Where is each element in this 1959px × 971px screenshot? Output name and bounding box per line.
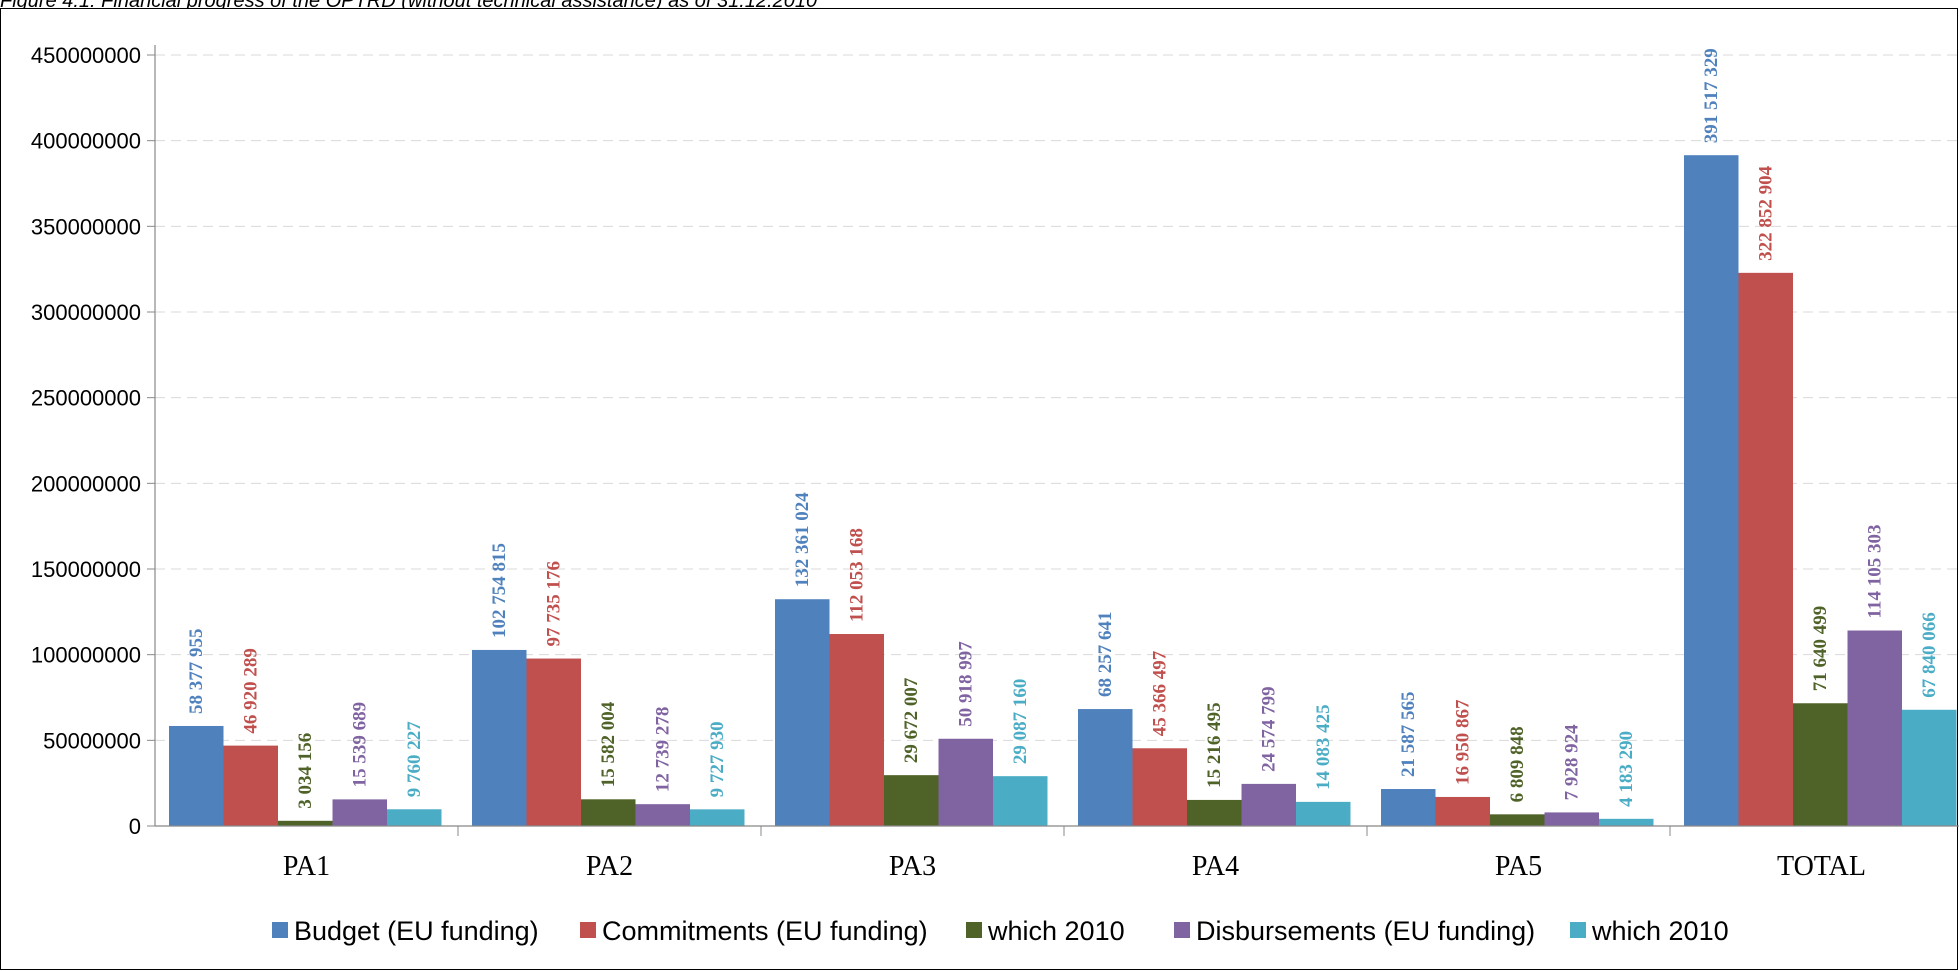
bar [1599,818,1654,826]
y-tick-label: 150000000 [31,557,141,582]
bar [472,649,527,826]
bar [1684,155,1739,826]
data-label: 6 809 848 [1507,726,1528,802]
bar [690,809,745,826]
data-label: 391 517 329 [1701,48,1722,143]
x-tick-label: PA2 [586,851,633,882]
data-label: 16 950 867 [1453,699,1474,785]
bar [938,738,993,826]
data-label: 7 928 924 [1562,724,1583,801]
bar [169,725,224,826]
bar [526,658,581,826]
data-label: 15 216 495 [1204,702,1225,788]
bar [581,799,636,826]
bar [884,775,939,826]
bar [635,804,690,826]
data-label: 71 640 499 [1810,606,1831,692]
data-label: 45 366 497 [1150,650,1171,736]
data-label: 97 735 176 [544,561,565,647]
data-label: 67 840 066 [1919,612,1940,698]
bar [1381,789,1436,826]
bar [1544,812,1599,826]
data-label: 46 920 289 [241,648,262,734]
data-label: 21 587 565 [1398,692,1419,778]
data-label: 14 083 425 [1313,704,1334,790]
y-tick-label: 50000000 [43,728,141,753]
legend-label: which 2010 [1591,916,1729,946]
legend-swatch [1570,922,1586,938]
y-tick-label: 350000000 [31,214,141,239]
legend-swatch [580,922,596,938]
data-label: 58 377 955 [186,628,207,714]
bar [1132,748,1187,826]
bar [993,776,1048,826]
x-tick-label: PA1 [283,851,330,882]
y-tick-label: 300000000 [31,300,141,325]
data-label: 4 183 290 [1616,731,1637,807]
bar [1902,709,1957,826]
data-label: 322 852 904 [1756,165,1777,261]
x-tick-label: PA3 [889,851,936,882]
bar [1793,703,1848,826]
y-tick-label: 450000000 [31,43,141,68]
bar [1187,799,1242,826]
y-tick-label: 250000000 [31,386,141,411]
data-label: 15 582 004 [598,701,619,787]
data-label: 3 034 156 [295,733,316,809]
data-label: 15 539 689 [350,702,371,788]
legend-label: Disbursements (EU funding) [1196,916,1535,946]
bar [223,745,278,826]
bar [387,809,442,826]
data-label: 132 361 024 [792,492,813,588]
data-label: 114 105 303 [1865,525,1886,619]
bar [1490,814,1545,826]
y-tick-label: 200000000 [31,471,141,496]
bar [1078,709,1133,826]
legend-label: Commitments (EU funding) [602,916,928,946]
legend-swatch [272,922,288,938]
legend-swatch [1174,922,1190,938]
legend-swatch [966,922,982,938]
bar [775,599,830,826]
bar [1738,272,1793,827]
data-label: 112 053 168 [847,528,868,622]
data-label: 12 739 278 [653,707,674,793]
data-label: 24 574 799 [1259,686,1280,772]
data-label: 9 727 930 [707,721,728,797]
x-tick-label: TOTAL [1777,851,1866,882]
legend-label: which 2010 [987,916,1125,946]
legend-label: Budget (EU funding) [294,916,539,946]
data-label: 50 918 997 [956,641,977,727]
data-label: 29 672 007 [901,677,922,763]
data-label: 68 257 641 [1095,612,1116,698]
data-label: 9 760 227 [404,721,425,798]
bar [278,820,333,826]
x-tick-label: PA5 [1495,851,1542,882]
x-tick-label: PA4 [1192,851,1239,882]
bar [1435,796,1490,826]
bar [332,799,387,826]
data-label: 29 087 160 [1010,679,1031,765]
y-tick-label: 400000000 [31,129,141,154]
y-tick-label: 100000000 [31,643,141,668]
data-label: 102 754 815 [489,543,510,638]
y-tick-label: 0 [129,814,141,839]
bar [1296,801,1351,826]
bar [1847,630,1902,826]
bar [829,634,884,826]
bar [1241,783,1296,826]
